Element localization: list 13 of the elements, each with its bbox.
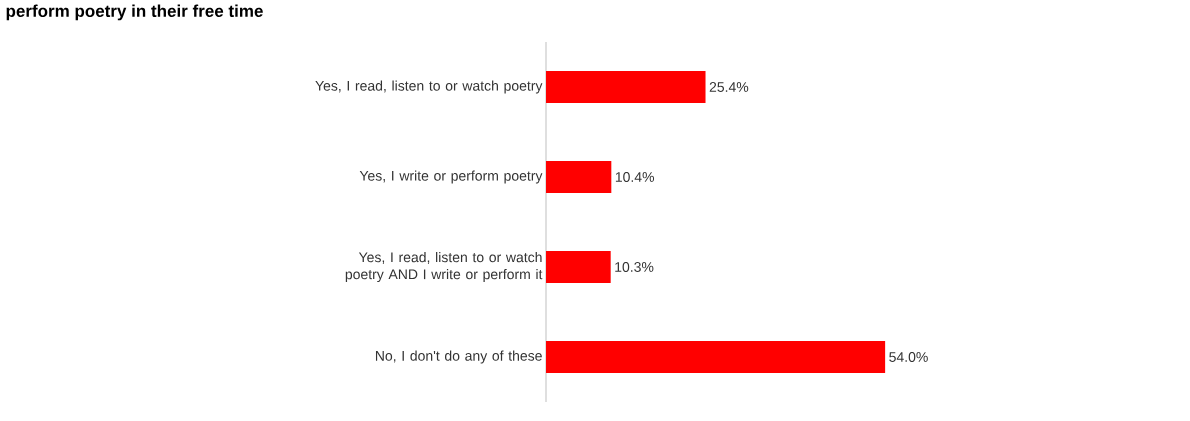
data-label: 10.4% xyxy=(615,172,655,182)
y-tick-label: Yes, I read, listen to or watch poetry xyxy=(315,80,543,94)
bar xyxy=(546,161,612,193)
bar xyxy=(546,71,706,103)
y-tick-label: Yes, I write or perform poetry xyxy=(359,170,543,184)
text: perform poetry in their free time xyxy=(6,4,263,21)
bar xyxy=(546,251,611,283)
y-tick-label: Yes, I read, listen to or watch poetry AND I write or perform it xyxy=(345,251,543,283)
data-label: 10.3% xyxy=(615,262,654,272)
bar xyxy=(546,341,886,373)
data-label: 25.4% xyxy=(709,82,749,92)
y-tick-label: No, I don't do any of these xyxy=(375,350,542,364)
data-label: 54.0% xyxy=(889,352,928,362)
